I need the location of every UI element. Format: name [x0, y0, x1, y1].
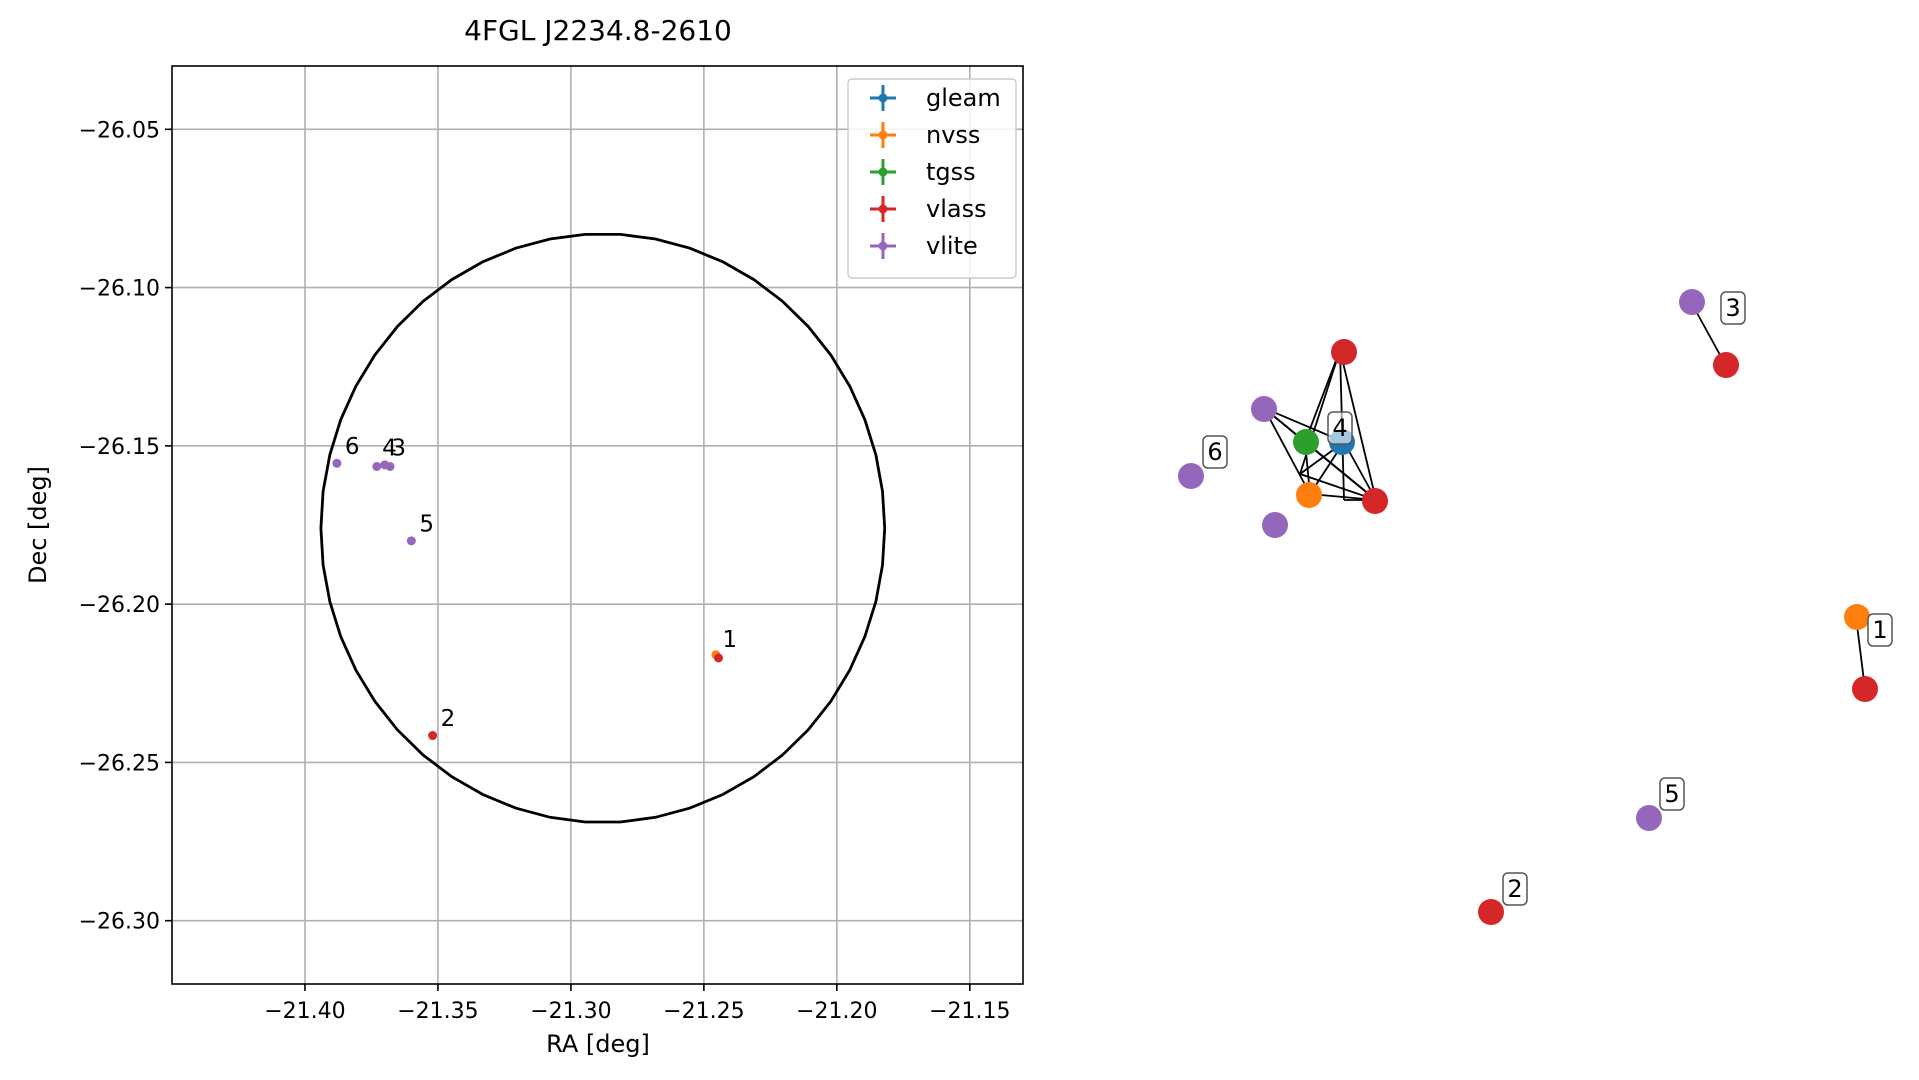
- node-vlass: [1362, 488, 1388, 514]
- legend-label-gleam: gleam: [926, 84, 1001, 112]
- legend-marker-nvss: [878, 130, 888, 140]
- y-tick-label: −26.15: [79, 435, 160, 460]
- node-vlite: [1178, 463, 1204, 489]
- y-axis-label: Dec [deg]: [24, 466, 52, 584]
- node-label-text: 2: [1507, 875, 1522, 903]
- legend-box: [847, 78, 1017, 279]
- node-vlass: [1852, 676, 1878, 702]
- point-label: 3: [391, 435, 406, 461]
- y-tick-label: −26.30: [79, 910, 160, 935]
- point-label: 2: [441, 706, 456, 732]
- node-vlite: [1251, 396, 1277, 422]
- point-annotations: 1 2 43 5 6: [345, 434, 737, 732]
- node-label-text: 5: [1664, 780, 1679, 808]
- x-axis-ticks: −21.40 −21.35 −21.30 −21.25 −21.20 −21.15: [264, 984, 1011, 1024]
- node-label-text: 1: [1872, 616, 1887, 644]
- node-label: 3: [1720, 291, 1746, 325]
- legend-label-nvss: nvss: [926, 121, 980, 149]
- node-vlass: [1331, 339, 1357, 365]
- edge: [1339, 349, 1377, 501]
- legend-label-vlass: vlass: [926, 195, 987, 223]
- data-points: [332, 458, 724, 741]
- node-tgss: [1293, 429, 1319, 455]
- node-vlite: [1679, 289, 1705, 315]
- point-vlite: [372, 461, 382, 471]
- node-label-text: 6: [1207, 438, 1222, 466]
- legend-label-tgss: tgss: [926, 158, 976, 186]
- x-tick-label: −21.20: [796, 999, 877, 1024]
- y-tick-label: −26.20: [79, 593, 160, 618]
- legend: gleam nvss tgss vlass vlite: [847, 78, 1017, 279]
- x-tick-label: −21.30: [530, 999, 611, 1024]
- network-nodes: [1178, 289, 1878, 925]
- point-label: 1: [722, 627, 737, 653]
- legend-marker-tgss: [878, 167, 888, 177]
- y-tick-label: −26.25: [79, 751, 160, 776]
- x-tick-label: −21.35: [397, 999, 478, 1024]
- grid-lines: [172, 66, 1023, 984]
- node-label: 5: [1659, 777, 1685, 811]
- node-label-text: 4: [1332, 414, 1347, 442]
- node-vlass: [1713, 352, 1739, 378]
- legend-marker-vlite: [878, 241, 888, 251]
- y-tick-label: −26.05: [79, 118, 160, 143]
- x-tick-label: −21.25: [663, 999, 744, 1024]
- plot-frame: [171, 65, 1024, 985]
- point-vlass: [428, 731, 438, 741]
- y-axis-ticks: −26.05 −26.10 −26.15 −26.20 −26.25 −26.30: [79, 118, 172, 935]
- node-vlass: [1478, 899, 1504, 925]
- association-network: 1 2 3 4 5 6: [1178, 289, 1893, 925]
- node-label: 4: [1327, 411, 1353, 445]
- x-tick-label: −21.40: [264, 999, 345, 1024]
- node-label: 6: [1202, 435, 1228, 469]
- node-label: 2: [1502, 872, 1528, 906]
- point-vlite: [385, 461, 395, 471]
- network-labels: 1 2 3 4 5 6: [1202, 291, 1893, 906]
- legend-label-vlite: vlite: [926, 232, 978, 260]
- x-axis-label: RA [deg]: [546, 1030, 650, 1058]
- node-vlite: [1262, 512, 1288, 538]
- node-label: 1: [1867, 613, 1893, 647]
- edge: [1263, 407, 1311, 495]
- point-vlite: [406, 536, 416, 546]
- scatter-chart: 4FGL J2234.8-2610 −21.40 −21.35 −21.30 −21.…: [24, 14, 1024, 1058]
- node-nvss: [1844, 604, 1870, 630]
- point-vlass: [714, 653, 724, 663]
- node-nvss: [1296, 482, 1322, 508]
- point-label: 6: [345, 434, 360, 460]
- legend-marker-gleam: [878, 93, 888, 103]
- y-tick-label: −26.10: [79, 277, 160, 302]
- node-label-text: 3: [1725, 294, 1740, 322]
- edge: [1304, 441, 1377, 501]
- legend-marker-vlass: [878, 204, 888, 214]
- uncertainty-ellipse: [319, 233, 887, 824]
- point-label: 5: [419, 511, 434, 537]
- point-vlite: [332, 458, 342, 468]
- chart-title: 4FGL J2234.8-2610: [464, 14, 732, 47]
- point-label: 4: [382, 435, 397, 461]
- x-tick-label: −21.15: [929, 999, 1010, 1024]
- node-vlite: [1636, 805, 1662, 831]
